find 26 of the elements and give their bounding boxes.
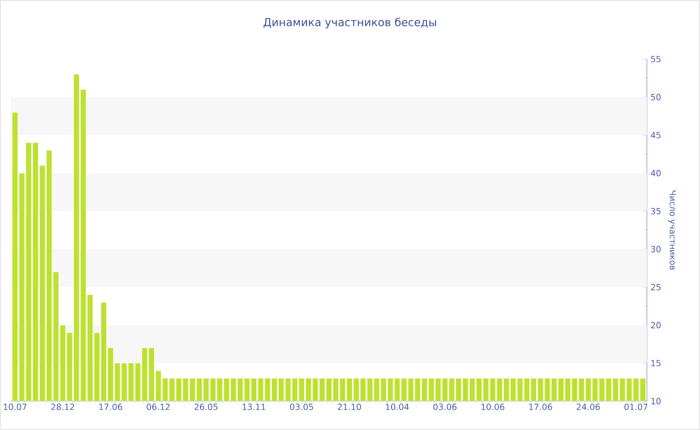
x-tick-label: 10.07 [4, 404, 26, 410]
x-tick-label: 17.06 [99, 404, 122, 410]
x-tick-label: 21.10 [338, 404, 361, 410]
y-tick-label: 30 [651, 246, 661, 252]
x-tick-label: 10.06 [482, 404, 504, 410]
chart-title: Динамика участников беседы [264, 18, 436, 28]
x-tick-label: 13.11 [242, 404, 266, 410]
y-tick-label: 55 [651, 56, 660, 62]
x-tick-label: 10.04 [386, 404, 409, 410]
y-tick-label: 35 [651, 208, 660, 214]
y-tick-label: 40 [650, 170, 661, 176]
y-tick-label: 10 [651, 398, 661, 404]
y-axis-title: Число участников [668, 190, 676, 270]
x-tick-label: 28.12 [51, 404, 74, 410]
x-tick-label: 17.06 [529, 404, 552, 410]
y-tick-label: 45 [650, 132, 660, 138]
y-tick-label: 25 [651, 284, 660, 290]
x-tick-label: 03.05 [290, 404, 313, 410]
x-tick-label: 24.06 [576, 404, 600, 410]
x-tick-label: 26.05 [194, 404, 218, 410]
x-tick-label: 03.06 [433, 404, 457, 410]
x-tick-label: 01.07 [624, 404, 648, 410]
x-tick-label: 06.12 [146, 404, 170, 410]
y-tick-label: 15 [651, 360, 660, 366]
y-tick-label: 20 [651, 322, 661, 328]
y-tick-label: 50 [651, 94, 661, 100]
